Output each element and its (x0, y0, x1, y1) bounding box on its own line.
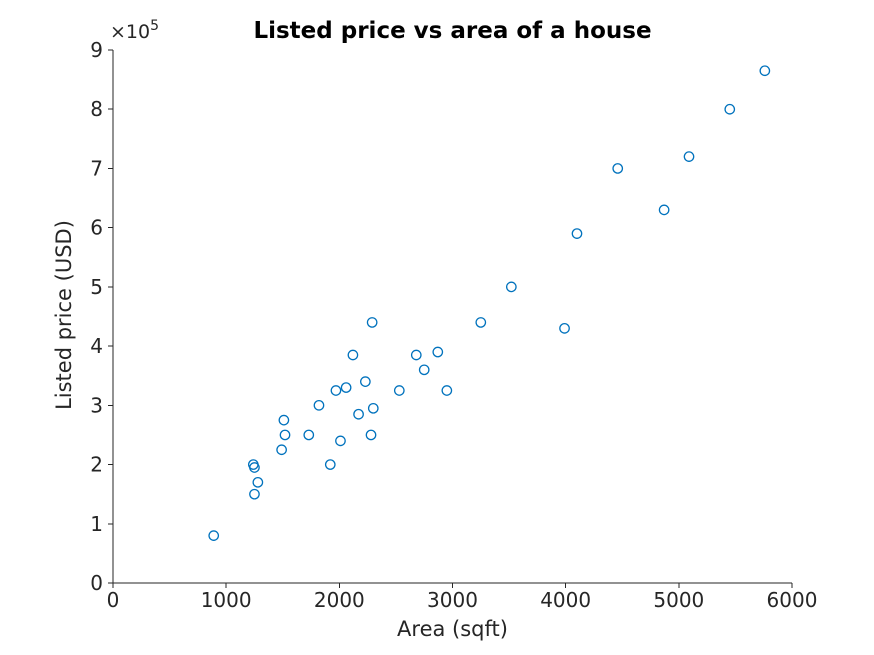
x-tick-label: 0 (107, 588, 120, 612)
data-point-marker (313, 399, 325, 411)
y-tick-label: 8 (90, 97, 103, 121)
x-tick-label: 1000 (201, 588, 252, 612)
x-tick-label: 6000 (767, 588, 818, 612)
data-point-marker (505, 281, 517, 293)
y-tick-label: 7 (90, 156, 103, 180)
y-tick-label: 2 (90, 453, 103, 477)
data-point-marker (410, 349, 422, 361)
data-point-marker (441, 385, 453, 396)
data-point-marker (559, 322, 570, 334)
offset-base: ×10 (110, 21, 151, 43)
data-point-marker (418, 364, 430, 376)
y-tick-label: 9 (90, 38, 103, 62)
data-point-marker (335, 435, 346, 447)
data-point-marker (365, 429, 377, 441)
data-point-marker (208, 530, 220, 541)
data-point-marker (393, 385, 405, 396)
data-point-marker (252, 476, 264, 488)
x-tick-label: 4000 (540, 588, 591, 612)
data-point-marker (303, 429, 315, 441)
y-tick-label: 5 (90, 275, 103, 299)
data-point-marker (249, 462, 260, 473)
data-point-marker (353, 408, 364, 420)
offset-exponent: 5 (150, 18, 160, 34)
data-point-marker (658, 204, 670, 216)
data-point-marker (432, 346, 444, 358)
data-point-marker (360, 376, 371, 387)
data-point-marker (330, 385, 342, 396)
data-point-marker (367, 402, 379, 414)
chart-title: Listed price vs area of a house (253, 18, 652, 44)
data-point-marker (278, 414, 290, 426)
data-point-marker (276, 444, 287, 456)
data-point-marker (571, 228, 583, 239)
y-axis-offset-label: ×105 (110, 18, 160, 43)
y-tick-label: 1 (90, 512, 103, 536)
data-point-marker (366, 317, 378, 328)
y-tick-label: 3 (90, 393, 103, 417)
data-point-marker (612, 163, 624, 174)
data-point-marker (324, 459, 336, 470)
x-tick-label: 3000 (427, 588, 478, 612)
x-tick-label: 5000 (653, 588, 704, 612)
x-tick-label: 2000 (314, 588, 365, 612)
y-tick-label: 4 (90, 334, 103, 358)
data-point-marker (340, 382, 352, 393)
data-point-marker (683, 151, 695, 162)
data-point-marker (279, 429, 291, 441)
data-point-marker (347, 349, 359, 361)
data-point-marker (724, 103, 736, 115)
y-tick-label: 0 (90, 571, 103, 595)
data-point-marker (475, 317, 487, 328)
data-point-marker (759, 65, 771, 77)
y-tick-label: 6 (90, 216, 103, 240)
x-axis-label: Area (sqft) (397, 617, 508, 641)
data-point-marker (249, 488, 260, 500)
